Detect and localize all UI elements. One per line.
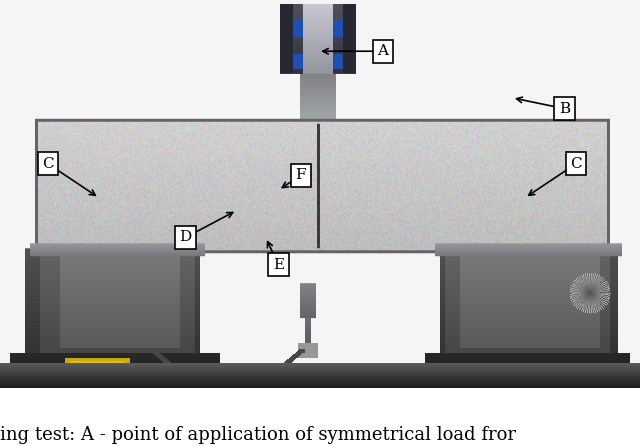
Text: E: E [273, 258, 284, 272]
Text: D: D [179, 231, 192, 244]
Text: A: A [377, 44, 388, 58]
Text: ing test: A - point of application of symmetrical load fror: ing test: A - point of application of sy… [0, 426, 516, 444]
Text: C: C [570, 157, 582, 171]
Text: B: B [559, 102, 570, 116]
Text: C: C [42, 157, 54, 171]
Text: F: F [296, 169, 306, 182]
